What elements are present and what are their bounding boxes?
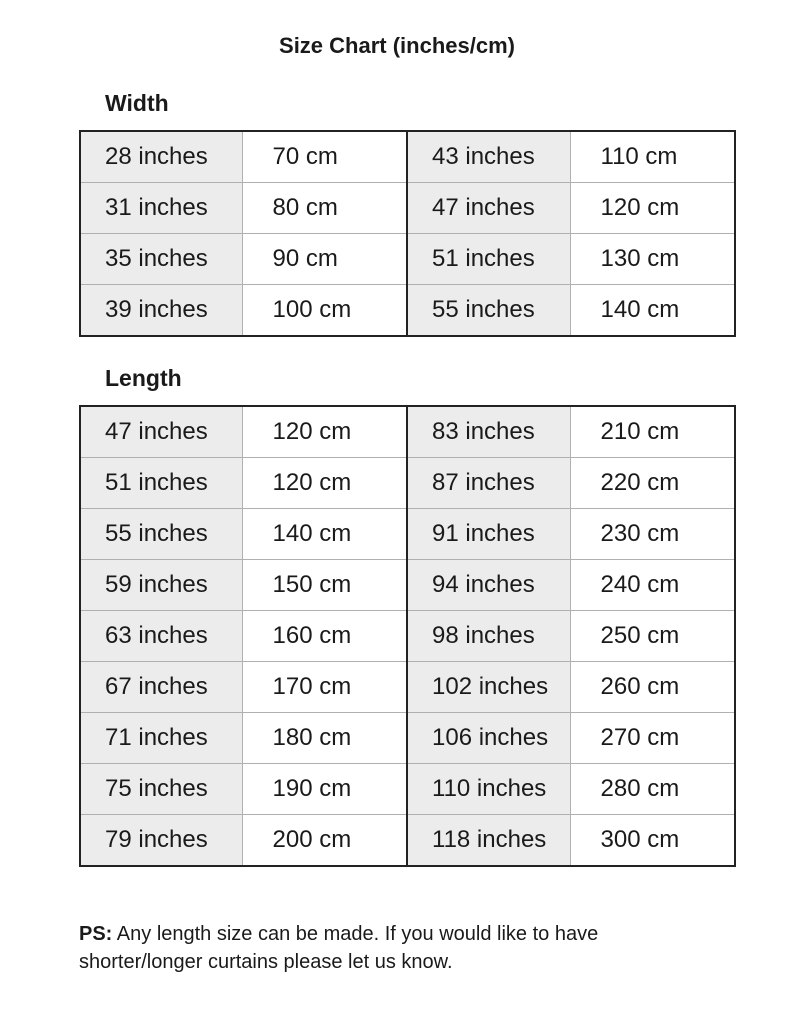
inches-cell: 55 inches xyxy=(406,284,571,337)
width-table: 28 inches 70 cm 43 inches 110 cm 31 inches 80… xyxy=(79,130,736,337)
inches-cell: 63 inches xyxy=(79,610,243,662)
table-row: 35 inches 90 cm 51 inches 130 cm xyxy=(79,233,736,285)
inches-cell: 110 inches xyxy=(406,763,571,815)
inches-cell: 106 inches xyxy=(406,712,571,764)
inches-cell: 67 inches xyxy=(79,661,243,713)
cm-cell: 210 cm xyxy=(569,405,736,458)
cm-cell: 230 cm xyxy=(569,508,736,560)
inches-cell: 43 inches xyxy=(406,130,571,183)
cm-cell: 190 cm xyxy=(241,763,408,815)
table-row: 79 inches 200 cm 118 inches 300 cm xyxy=(79,814,736,867)
inches-cell: 47 inches xyxy=(79,405,243,458)
cm-cell: 300 cm xyxy=(569,814,736,867)
length-table: 47 inches 120 cm 83 inches 210 cm 51 inches 1… xyxy=(79,405,736,867)
inches-cell: 91 inches xyxy=(406,508,571,560)
inches-cell: 102 inches xyxy=(406,661,571,713)
inches-cell: 87 inches xyxy=(406,457,571,509)
cm-cell: 270 cm xyxy=(569,712,736,764)
cm-cell: 140 cm xyxy=(241,508,408,560)
table-row: 59 inches 150 cm 94 inches 240 cm xyxy=(79,559,736,611)
cm-cell: 140 cm xyxy=(569,284,736,337)
cm-cell: 160 cm xyxy=(241,610,408,662)
cm-cell: 220 cm xyxy=(569,457,736,509)
inches-cell: 75 inches xyxy=(79,763,243,815)
inches-cell: 39 inches xyxy=(79,284,243,337)
inches-cell: 31 inches xyxy=(79,182,243,234)
table-row: 75 inches 190 cm 110 inches 280 cm xyxy=(79,763,736,815)
cm-cell: 200 cm xyxy=(241,814,408,867)
inches-cell: 47 inches xyxy=(406,182,571,234)
table-row: 63 inches 160 cm 98 inches 250 cm xyxy=(79,610,736,662)
inches-cell: 51 inches xyxy=(79,457,243,509)
cm-cell: 120 cm xyxy=(241,457,408,509)
cm-cell: 120 cm xyxy=(241,405,408,458)
inches-cell: 51 inches xyxy=(406,233,571,285)
cm-cell: 280 cm xyxy=(569,763,736,815)
cm-cell: 170 cm xyxy=(241,661,408,713)
cm-cell: 90 cm xyxy=(241,233,408,285)
inches-cell: 59 inches xyxy=(79,559,243,611)
inches-cell: 83 inches xyxy=(406,405,571,458)
table-row: 67 inches 170 cm 102 inches 260 cm xyxy=(79,661,736,713)
cm-cell: 260 cm xyxy=(569,661,736,713)
inches-cell: 118 inches xyxy=(406,814,571,867)
page-title: Size Chart (inches/cm) xyxy=(279,33,515,58)
footnote: PS: Any length size can be made. If you … xyxy=(79,920,719,976)
table-row: 51 inches 120 cm 87 inches 220 cm xyxy=(79,457,736,509)
inches-cell: 98 inches xyxy=(406,610,571,662)
cm-cell: 130 cm xyxy=(569,233,736,285)
inches-cell: 55 inches xyxy=(79,508,243,560)
cm-cell: 110 cm xyxy=(569,130,736,183)
footnote-text: Any length size can be made. If you woul… xyxy=(79,923,599,973)
cm-cell: 250 cm xyxy=(569,610,736,662)
length-heading: Length xyxy=(105,365,182,391)
table-row: 55 inches 140 cm 91 inches 230 cm xyxy=(79,508,736,560)
table-row: 39 inches 100 cm 55 inches 140 cm xyxy=(79,284,736,337)
cm-cell: 100 cm xyxy=(241,284,408,337)
cm-cell: 80 cm xyxy=(241,182,408,234)
table-row: 47 inches 120 cm 83 inches 210 cm xyxy=(79,405,736,458)
inches-cell: 28 inches xyxy=(79,130,243,183)
cm-cell: 120 cm xyxy=(569,182,736,234)
inches-cell: 79 inches xyxy=(79,814,243,867)
cm-cell: 180 cm xyxy=(241,712,408,764)
table-row: 71 inches 180 cm 106 inches 270 cm xyxy=(79,712,736,764)
cm-cell: 150 cm xyxy=(241,559,408,611)
table-row: 28 inches 70 cm 43 inches 110 cm xyxy=(79,130,736,183)
inches-cell: 94 inches xyxy=(406,559,571,611)
inches-cell: 71 inches xyxy=(79,712,243,764)
footnote-prefix: PS: xyxy=(79,923,113,945)
cm-cell: 70 cm xyxy=(241,130,408,183)
inches-cell: 35 inches xyxy=(79,233,243,285)
cm-cell: 240 cm xyxy=(569,559,736,611)
table-row: 31 inches 80 cm 47 inches 120 cm xyxy=(79,182,736,234)
width-heading: Width xyxy=(105,90,169,116)
